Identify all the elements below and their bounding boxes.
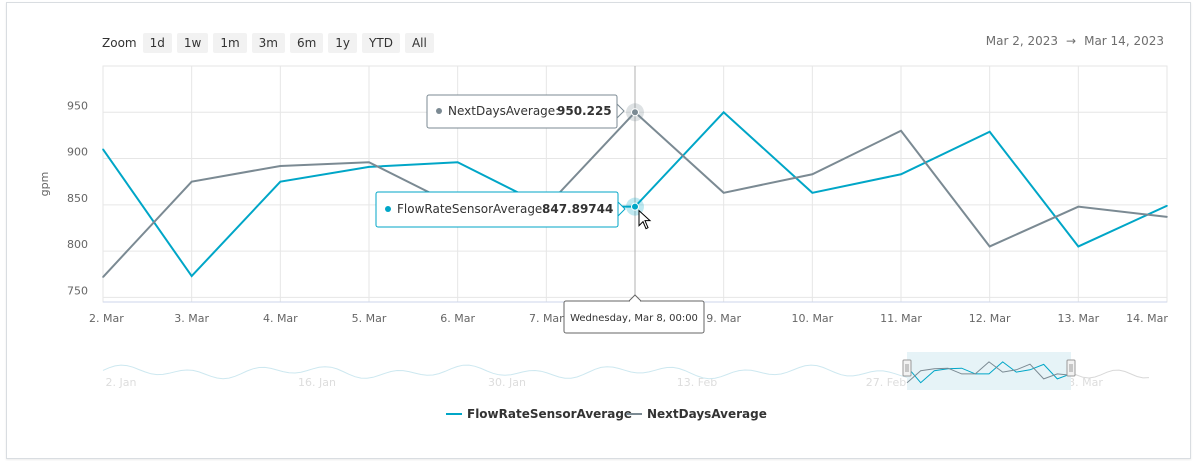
data-point[interactable] bbox=[1077, 245, 1080, 248]
navigator-selected-zone[interactable] bbox=[907, 352, 1071, 390]
tooltip-pointer bbox=[617, 200, 626, 218]
navigator-date-label: 13. Mar bbox=[1061, 376, 1103, 389]
navigator-date-label: 16. Jan bbox=[298, 376, 336, 389]
navigator-date-label: 2. Jan bbox=[106, 376, 137, 389]
zoom-ytd-button[interactable]: YTD bbox=[362, 33, 400, 53]
data-point[interactable] bbox=[368, 166, 370, 168]
navigator-right-handle[interactable] bbox=[1066, 359, 1076, 377]
navigator-date-label: 27. Feb bbox=[866, 376, 906, 389]
data-point[interactable] bbox=[1166, 204, 1168, 207]
tooltip-dot-icon bbox=[385, 206, 391, 212]
chart-series bbox=[102, 103, 1168, 278]
tooltip-flow-rate-sensor-average: FlowRateSensorAverage:847.89744 bbox=[375, 191, 626, 228]
x-tick-label: 9. Mar bbox=[706, 312, 741, 325]
zoom-1m-button[interactable]: 1m bbox=[213, 33, 247, 53]
data-point[interactable] bbox=[368, 161, 370, 164]
hover-marker bbox=[631, 108, 639, 117]
data-point[interactable] bbox=[988, 245, 991, 248]
navigator-date-label: 30. Jan bbox=[488, 376, 526, 389]
x-tick-label: 10. Mar bbox=[791, 312, 833, 325]
legend-item-NextDaysAverage[interactable]: NextDaysAverage bbox=[626, 407, 767, 421]
date-range-display: Mar 2, 2023 → Mar 14, 2023 bbox=[986, 34, 1164, 48]
data-point[interactable] bbox=[900, 129, 902, 132]
data-point[interactable] bbox=[456, 161, 459, 164]
y-tick-label: 800 bbox=[67, 238, 88, 251]
y-tick-label: 850 bbox=[67, 192, 88, 205]
navigator-history-line bbox=[102, 364, 908, 380]
zoom-3m-button[interactable]: 3m bbox=[251, 33, 285, 53]
legend-item-FlowRateSensorAverage[interactable]: FlowRateSensorAverage bbox=[446, 407, 632, 421]
tooltip-next-label: NextDaysAverage: bbox=[448, 104, 559, 118]
data-point[interactable] bbox=[102, 276, 104, 278]
zoom-1w-button[interactable]: 1w bbox=[176, 33, 209, 53]
tooltip-next-days-average: NextDaysAverage:950.225 bbox=[426, 94, 625, 129]
navigator-date-label: 13. Feb bbox=[677, 376, 717, 389]
navigator[interactable]: 2. Jan 16. Jan 30. Jan 13. Feb 27. Feb 13. Ma… bbox=[102, 352, 1150, 390]
x-tick-label: 2. Mar bbox=[89, 312, 124, 325]
data-point[interactable] bbox=[190, 180, 193, 183]
mouse-cursor-icon bbox=[638, 209, 652, 230]
zoom-label: Zoom bbox=[102, 36, 137, 50]
chart-gridlines bbox=[102, 65, 1168, 303]
y-axis-title: gpm bbox=[38, 172, 51, 197]
legend-label: FlowRateSensorAverage bbox=[467, 407, 632, 421]
x-tick-label: 11. Mar bbox=[880, 312, 922, 325]
zoom-1y-button[interactable]: 1y bbox=[328, 33, 358, 53]
x-tick-label: 4. Mar bbox=[263, 312, 298, 325]
x-tick-label: 5. Mar bbox=[352, 312, 387, 325]
tooltip-next-value: 950.225 bbox=[557, 104, 612, 118]
tooltip-flow-label: FlowRateSensorAverage: bbox=[397, 202, 546, 216]
tooltip-date: Wednesday, Mar 8, 00:00 bbox=[563, 294, 705, 334]
data-point[interactable] bbox=[279, 165, 282, 167]
navigator-series-line bbox=[906, 361, 1072, 384]
tooltip-flow-value: 847.89744 bbox=[542, 202, 613, 216]
navigator-series-line bbox=[906, 361, 1072, 384]
zoom-6m-button[interactable]: 6m bbox=[289, 33, 324, 53]
x-tick-label: 12. Mar bbox=[969, 312, 1011, 325]
data-point[interactable] bbox=[279, 180, 282, 183]
data-point[interactable] bbox=[190, 275, 193, 277]
tooltip-pointer bbox=[616, 102, 625, 120]
data-point[interactable] bbox=[811, 191, 814, 194]
tooltip-dot-icon bbox=[436, 108, 442, 114]
y-tick-label: 900 bbox=[67, 146, 88, 159]
tooltip-date-text: Wednesday, Mar 8, 00:00 bbox=[570, 313, 698, 324]
legend-label: NextDaysAverage bbox=[647, 407, 767, 421]
zoom-all-button[interactable]: All bbox=[404, 33, 434, 53]
data-point[interactable] bbox=[1077, 205, 1080, 208]
hover-marker bbox=[631, 202, 639, 211]
x-tick-label: 14. Mar bbox=[1126, 312, 1168, 325]
zoom-1d-button[interactable]: 1d bbox=[142, 33, 172, 53]
legend: FlowRateSensorAverage NextDaysAverage bbox=[446, 407, 767, 421]
x-tick-label: 13. Mar bbox=[1057, 312, 1099, 325]
data-point[interactable] bbox=[102, 148, 104, 151]
handle-box[interactable] bbox=[902, 359, 912, 377]
x-tick-label: 7. Mar bbox=[529, 312, 564, 325]
range-arrow-icon: → bbox=[1066, 34, 1077, 48]
data-point[interactable] bbox=[1166, 216, 1168, 218]
y-axis: 750 800 850 900 950 bbox=[67, 99, 88, 297]
data-point[interactable] bbox=[811, 173, 814, 176]
tooltip-pointer bbox=[627, 294, 643, 302]
range-from-input[interactable]: Mar 2, 2023 bbox=[985, 34, 1059, 48]
data-point[interactable] bbox=[988, 130, 991, 133]
x-tick-label: 6. Mar bbox=[440, 312, 475, 325]
y-tick-label: 750 bbox=[67, 284, 88, 297]
tooltips: NextDaysAverage:950.225 FlowRateSensorAve… bbox=[375, 94, 705, 334]
zoom-toolbar: Zoom 1d 1w 1m 3m 6m 1y YTD All bbox=[102, 32, 439, 54]
data-point[interactable] bbox=[900, 173, 902, 176]
navigator-left-handle[interactable] bbox=[902, 359, 912, 377]
data-point[interactable] bbox=[722, 191, 725, 194]
range-to-input[interactable]: Mar 14, 2023 bbox=[1084, 34, 1164, 48]
y-tick-label: 950 bbox=[67, 99, 88, 112]
handle-box[interactable] bbox=[1066, 359, 1076, 377]
data-point[interactable] bbox=[722, 111, 725, 114]
x-tick-label: 3. Mar bbox=[174, 312, 209, 325]
navigator-history-line bbox=[1070, 369, 1150, 379]
